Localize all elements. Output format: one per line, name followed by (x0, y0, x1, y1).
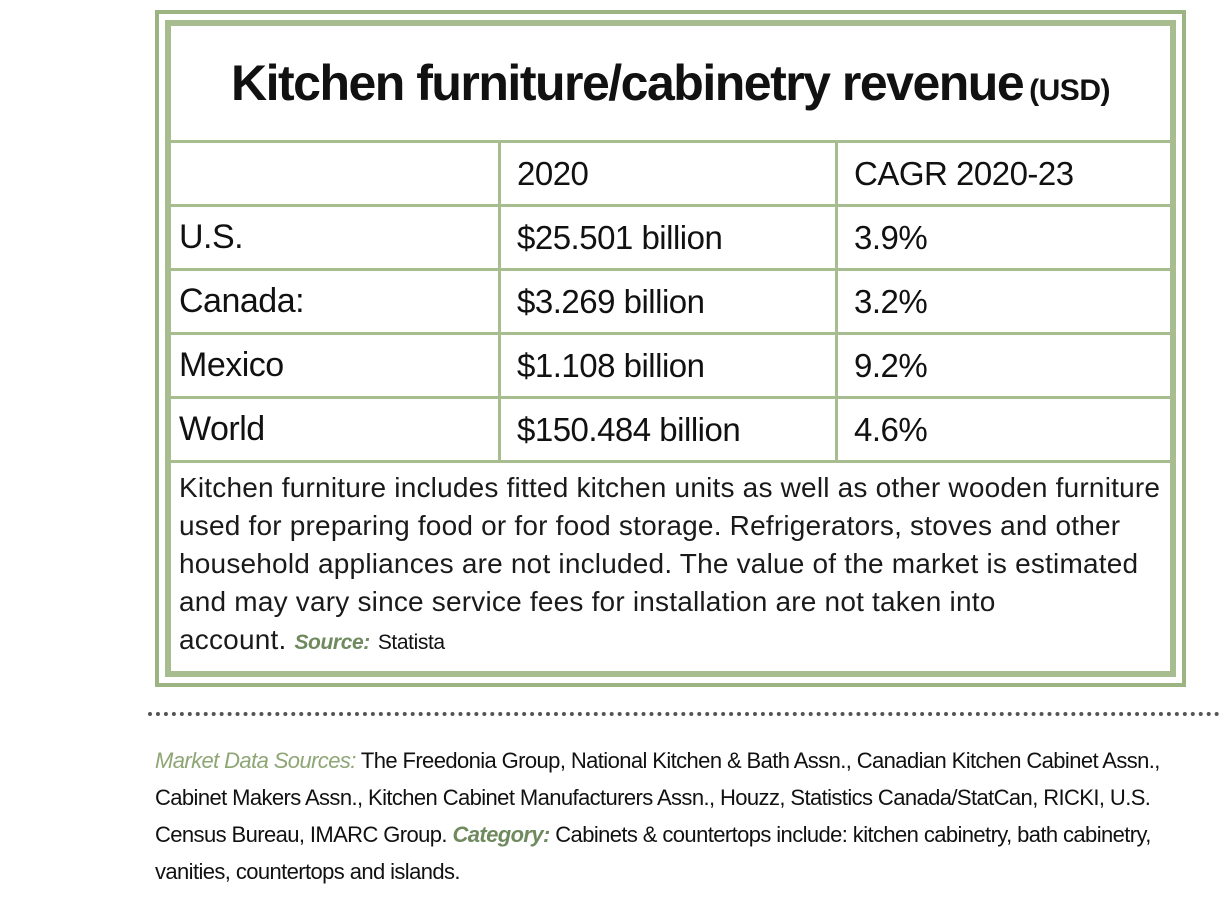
source-label: Source: (294, 631, 370, 654)
note-cell: Kitchen furniture includes fitted kitche… (168, 460, 1173, 674)
category-label: Category: (452, 822, 550, 847)
footer-notes: Market Data Sources: The Freedonia Group… (155, 742, 1185, 890)
note-text: Kitchen furniture includes fitted kitche… (179, 472, 1161, 655)
column-header-cagr: CAGR 2020-23 (854, 154, 1074, 192)
title-row: Kitchen furniture/cabinetry revenue (USD) (168, 23, 1173, 143)
table-row: World $150.484 billion 4.6% (168, 396, 1173, 463)
region-cell: Mexico (168, 332, 501, 399)
cagr-value: 4.6% (854, 410, 928, 448)
revenue-cell: $150.484 billion (498, 396, 838, 463)
category-text: Cabinets & countertops include: kitchen … (155, 822, 1151, 884)
region-label: Mexico (179, 346, 284, 384)
revenue-value: $1.108 billion (517, 346, 705, 384)
title-cell: Kitchen furniture/cabinetry revenue (USD) (168, 23, 1173, 143)
table-row: Canada: $3.269 billion 3.2% (168, 268, 1173, 335)
cagr-cell: 9.2% (835, 332, 1173, 399)
cagr-cell: 4.6% (835, 396, 1173, 463)
header-cell-2020: 2020 (498, 140, 838, 207)
region-label: U.S. (179, 218, 244, 256)
column-header-2020: 2020 (517, 154, 589, 192)
revenue-value: $25.501 billion (517, 218, 723, 256)
dotted-divider (148, 712, 1220, 722)
revenue-value: $3.269 billion (517, 282, 705, 320)
region-label: Canada: (179, 282, 305, 320)
revenue-cell: $25.501 billion (498, 204, 838, 271)
region-cell: World (168, 396, 501, 463)
cagr-cell: 3.2% (835, 268, 1173, 335)
region-cell: Canada: (168, 268, 501, 335)
note-row: Kitchen furniture includes fitted kitche… (168, 460, 1173, 674)
revenue-cell: $3.269 billion (498, 268, 838, 335)
table-row: Mexico $1.108 billion 9.2% (168, 332, 1173, 399)
region-cell: U.S. (168, 204, 501, 271)
market-data-sources-text: The Freedonia Group, National Kitchen & … (155, 748, 1160, 847)
revenue-table-inner-border: Kitchen furniture/cabinetry revenue (USD)… (165, 20, 1176, 677)
cagr-cell: 3.9% (835, 204, 1173, 271)
cagr-value: 3.2% (854, 282, 928, 320)
region-label: World (179, 410, 265, 448)
revenue-cell: $1.108 billion (498, 332, 838, 399)
table-row: U.S. $25.501 billion 3.9% (168, 204, 1173, 271)
header-row: 2020 CAGR 2020-23 (168, 140, 1173, 207)
table-title-unit: (USD) (1029, 74, 1110, 107)
revenue-table: Kitchen furniture/cabinetry revenue (USD)… (168, 23, 1173, 674)
market-data-sources-label: Market Data Sources: (155, 748, 356, 773)
cagr-value: 3.9% (854, 218, 928, 256)
cagr-value: 9.2% (854, 346, 928, 384)
table-note: Kitchen furniture includes fitted kitche… (179, 469, 1162, 662)
header-cell-region (168, 140, 501, 207)
table-title: Kitchen furniture/cabinetry revenue (231, 55, 1025, 111)
header-cell-cagr: CAGR 2020-23 (835, 140, 1173, 207)
source-value: Statista (377, 631, 445, 654)
revenue-table-frame: Kitchen furniture/cabinetry revenue (USD)… (155, 10, 1186, 687)
revenue-value: $150.484 billion (517, 410, 741, 448)
